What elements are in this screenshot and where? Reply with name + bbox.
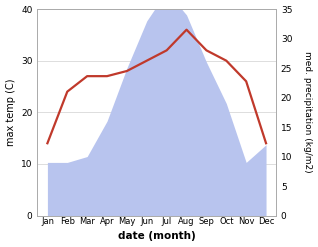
X-axis label: date (month): date (month) (118, 231, 196, 242)
Y-axis label: med. precipitation (kg/m2): med. precipitation (kg/m2) (303, 51, 313, 173)
Y-axis label: max temp (C): max temp (C) (5, 79, 16, 146)
